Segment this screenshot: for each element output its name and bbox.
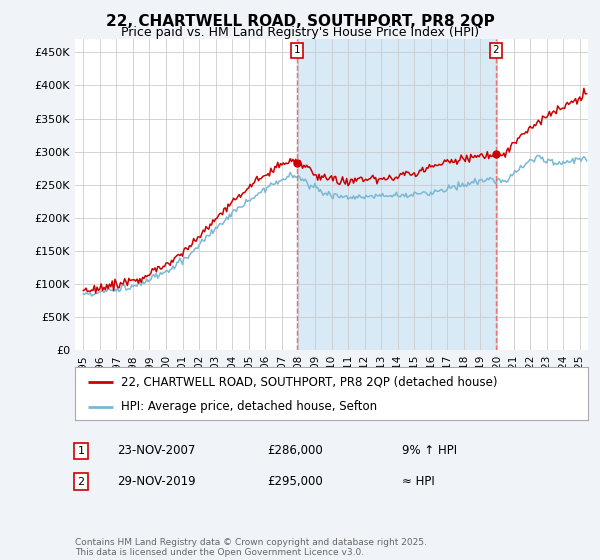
- Text: 23-NOV-2007: 23-NOV-2007: [117, 444, 196, 458]
- Text: 2: 2: [77, 477, 85, 487]
- Text: 1: 1: [77, 446, 85, 456]
- Text: £286,000: £286,000: [267, 444, 323, 458]
- Text: HPI: Average price, detached house, Sefton: HPI: Average price, detached house, Seft…: [121, 400, 377, 413]
- Text: 22, CHARTWELL ROAD, SOUTHPORT, PR8 2QP: 22, CHARTWELL ROAD, SOUTHPORT, PR8 2QP: [106, 14, 494, 29]
- Text: 29-NOV-2019: 29-NOV-2019: [117, 475, 196, 488]
- Text: ≈ HPI: ≈ HPI: [402, 475, 435, 488]
- Text: 1: 1: [293, 45, 300, 55]
- Text: 22, CHARTWELL ROAD, SOUTHPORT, PR8 2QP (detached house): 22, CHARTWELL ROAD, SOUTHPORT, PR8 2QP (…: [121, 375, 497, 388]
- Bar: [297, 39, 496, 350]
- Text: Price paid vs. HM Land Registry's House Price Index (HPI): Price paid vs. HM Land Registry's House …: [121, 26, 479, 39]
- Text: £295,000: £295,000: [267, 475, 323, 488]
- Text: 2: 2: [493, 45, 499, 55]
- Text: 9% ↑ HPI: 9% ↑ HPI: [402, 444, 457, 458]
- Text: Contains HM Land Registry data © Crown copyright and database right 2025.
This d: Contains HM Land Registry data © Crown c…: [75, 538, 427, 557]
